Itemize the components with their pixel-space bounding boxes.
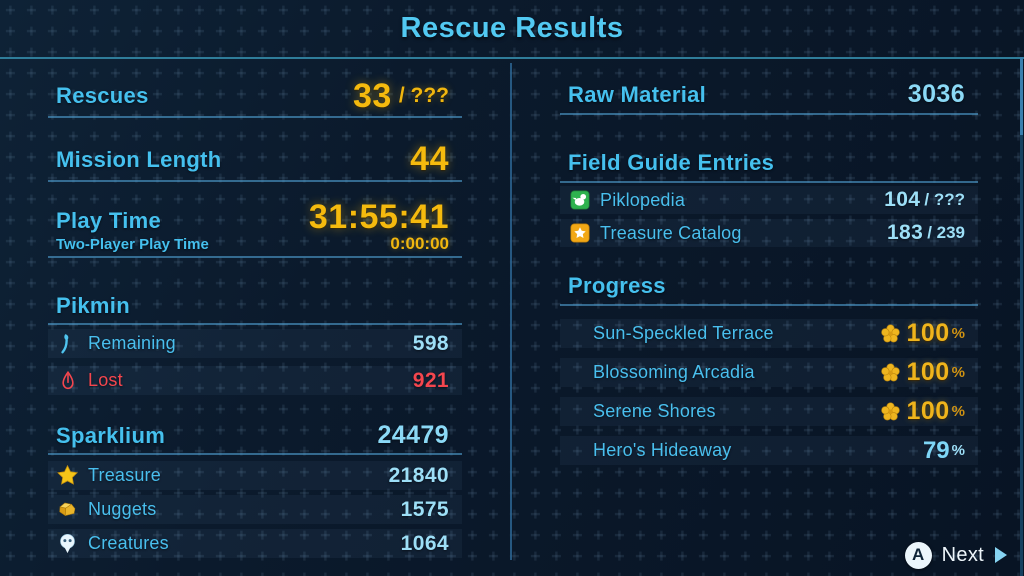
mission-length-value: 44	[410, 140, 449, 178]
percent-sign: %	[951, 364, 965, 381]
creatures-row: Creatures 1064	[48, 529, 462, 558]
nuggets-value: 1575	[400, 497, 449, 521]
nuggets-row: Nuggets 1575	[48, 495, 462, 524]
pikmin-remaining-value: 598	[412, 331, 449, 355]
sparklium-total-value: 24479	[377, 421, 449, 449]
treasure-value: 21840	[388, 463, 449, 487]
next-arrow-icon	[994, 546, 1008, 564]
nuggets-label: Nuggets	[88, 499, 157, 519]
piklopedia-value: 104	[884, 188, 921, 211]
raw-material-value: 3036	[907, 80, 965, 108]
progress-row-sun-speckled-terrace: Sun-Speckled Terrace 100 %	[560, 319, 978, 348]
area-progress-value: 100	[906, 358, 950, 386]
treasure-label: Treasure	[88, 465, 161, 485]
progress-row-blossoming-arcadia: Blossoming Arcadia 100 %	[560, 358, 978, 387]
pikmin-lost-label: Lost	[88, 370, 123, 390]
treasure-catalog-value: 183	[886, 221, 924, 244]
progress-row-serene-shores: Serene Shores 100 %	[560, 397, 978, 426]
rescues-label: Rescues	[56, 83, 149, 108]
area-progress-value: 100	[906, 319, 950, 347]
treasure-catalog-book-icon	[568, 222, 591, 245]
nugget-icon	[56, 498, 79, 521]
progress-header: Progress	[568, 272, 666, 298]
piklopedia-row: Piklopedia 104 / ???	[560, 186, 978, 214]
creatures-value: 1064	[400, 531, 449, 555]
creature-spirit-icon	[56, 532, 79, 555]
treasure-catalog-label: Treasure Catalog	[600, 222, 742, 243]
sparklium-header: Sparklium	[56, 422, 166, 448]
next-button[interactable]: A Next	[904, 538, 1008, 572]
play-time-row: Play Time 31:55:41 Two-Player Play Time …	[48, 196, 462, 258]
pikmin-lost-row: Lost 921	[48, 366, 462, 395]
raw-material-row: Raw Material 3036	[560, 76, 978, 115]
pikmin-sprout-icon	[56, 332, 79, 355]
pikmin-remaining-label: Remaining	[88, 333, 176, 353]
mission-length-label: Mission Length	[56, 146, 222, 172]
piklopedia-book-icon	[568, 189, 591, 212]
progress-row-heros-hideaway: Hero's Hideaway 79 %	[560, 436, 978, 465]
column-divider	[510, 63, 512, 560]
two-player-play-time-value: 0:00:00	[390, 234, 449, 253]
treasure-row: Treasure 21840	[48, 461, 462, 490]
area-label: Hero's Hideaway	[593, 440, 732, 460]
treasure-catalog-total: / 239	[927, 223, 965, 242]
a-button-icon: A	[904, 541, 932, 569]
pikmin-header-row: Pikmin	[48, 288, 462, 325]
pikmin-ghost-icon	[56, 369, 79, 392]
field-guide-header: Field Guide Entries	[568, 149, 775, 175]
mission-length-row: Mission Length 44	[48, 139, 462, 182]
next-label: Next	[941, 543, 984, 566]
treasure-catalog-row: Treasure Catalog 183 / 239	[560, 219, 978, 247]
percent-sign: %	[951, 442, 965, 459]
pikmin-lost-value: 921	[412, 368, 449, 392]
gold-flower-icon	[880, 323, 901, 344]
piklopedia-label: Piklopedia	[600, 189, 686, 210]
area-label: Sun-Speckled Terrace	[593, 323, 774, 343]
raw-material-label: Raw Material	[568, 81, 707, 107]
right-edge-scrollbar-thumb[interactable]	[1020, 57, 1023, 135]
gold-flower-icon	[880, 362, 901, 383]
pikmin-header: Pikmin	[56, 292, 130, 318]
area-progress-value: 79	[922, 436, 950, 464]
area-label: Blossoming Arcadia	[593, 362, 755, 382]
gold-flower-icon	[880, 401, 901, 422]
pikmin-remaining-row: Remaining 598	[48, 329, 462, 358]
field-guide-header-row: Field Guide Entries	[560, 144, 978, 183]
play-time-value: 31:55:41	[308, 198, 449, 236]
rescues-row: Rescues 33 / ???	[48, 76, 462, 118]
area-progress-value: 100	[906, 397, 950, 425]
treasure-star-icon	[56, 464, 79, 487]
progress-header-row: Progress	[560, 267, 978, 306]
area-label: Serene Shores	[593, 401, 716, 421]
title-bar: Rescue Results	[0, 0, 1024, 59]
creatures-label: Creatures	[88, 533, 169, 553]
page-title: Rescue Results	[400, 12, 624, 44]
percent-sign: %	[951, 403, 965, 420]
percent-sign: %	[951, 325, 965, 342]
piklopedia-total: / ???	[924, 190, 965, 209]
rescues-value: 33	[353, 76, 392, 115]
play-time-label: Play Time	[56, 208, 162, 233]
sparklium-header-row: Sparklium 24479	[48, 418, 462, 455]
right-edge-scrollbar-track	[1020, 57, 1023, 576]
two-player-play-time-label: Two-Player Play Time	[56, 236, 209, 253]
rescues-total: / ???	[398, 84, 449, 107]
